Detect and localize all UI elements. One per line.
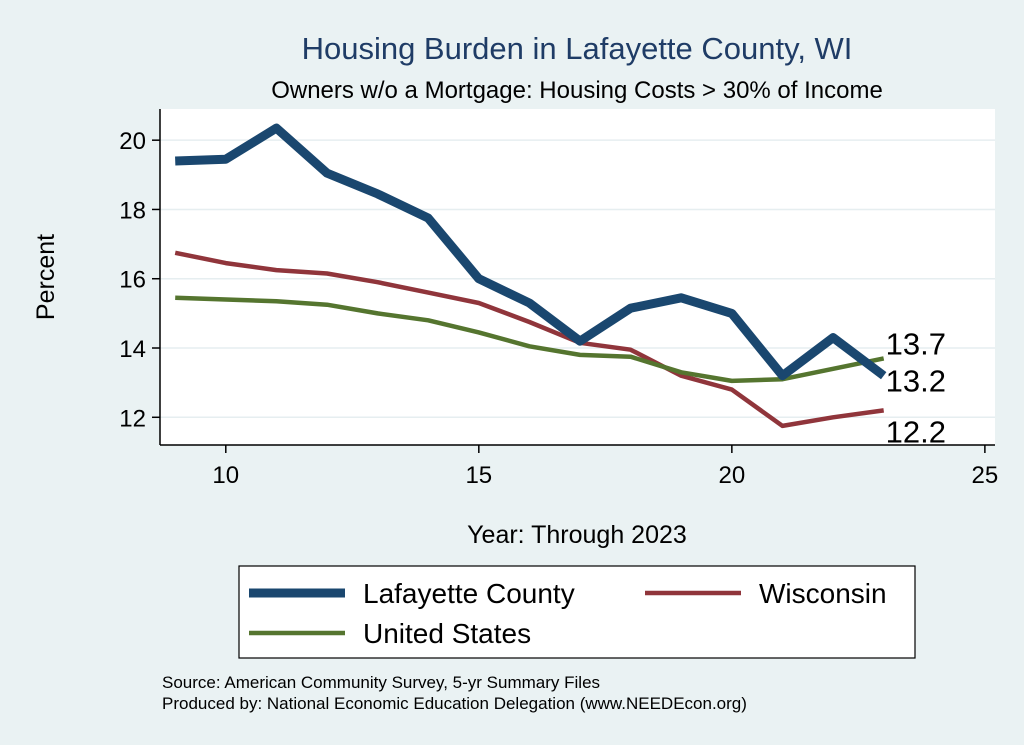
series-line-1: [174, 250, 885, 429]
y-tick-label: 20: [119, 128, 146, 155]
end-label-1: 12.2: [886, 414, 946, 449]
x-tick-label: 20: [718, 462, 745, 489]
grid-lines: [160, 139, 995, 419]
x-tick-label: 25: [972, 462, 999, 489]
legend-items: Lafayette County Wisconsin United States: [249, 578, 887, 649]
series-lines: [174, 123, 887, 429]
chart-subtitle: Owners w/o a Mortgage: Housing Costs > 3…: [271, 77, 883, 104]
end-labels: 13.2 12.2 13.7: [886, 326, 946, 449]
y-axis-ticks: 12 14 16 18 20: [119, 128, 160, 432]
y-tick-label: 14: [119, 336, 146, 363]
legend: Lafayette County Wisconsin United States: [238, 565, 916, 659]
x-tick-label: 15: [465, 462, 492, 489]
legend-label-0: Lafayette County: [363, 578, 575, 609]
y-tick-label: 18: [119, 197, 146, 224]
series-line-0: [175, 123, 887, 381]
x-axis-ticks: 10 15 20 25: [212, 445, 998, 489]
y-tick-label: 12: [119, 405, 146, 432]
series-line-2: [175, 295, 885, 384]
source-note: Source: American Community Survey, 5-yr …: [162, 673, 600, 692]
y-axis-title: Percent: [32, 234, 60, 320]
legend-box: [238, 565, 916, 659]
end-label-0: 13.2: [886, 364, 946, 399]
plot-area: [160, 109, 995, 445]
y-tick-label: 16: [119, 267, 146, 294]
produced-by-note: Produced by: National Economic Education…: [162, 694, 747, 713]
x-tick-label: 10: [212, 462, 239, 489]
legend-label-2: United States: [363, 618, 531, 649]
x-axis-title: Year: Through 2023: [467, 521, 687, 549]
chart-title: Housing Burden in Lafayette County, WI: [302, 31, 853, 66]
end-label-2: 13.7: [886, 326, 946, 361]
legend-label-1: Wisconsin: [759, 578, 887, 609]
